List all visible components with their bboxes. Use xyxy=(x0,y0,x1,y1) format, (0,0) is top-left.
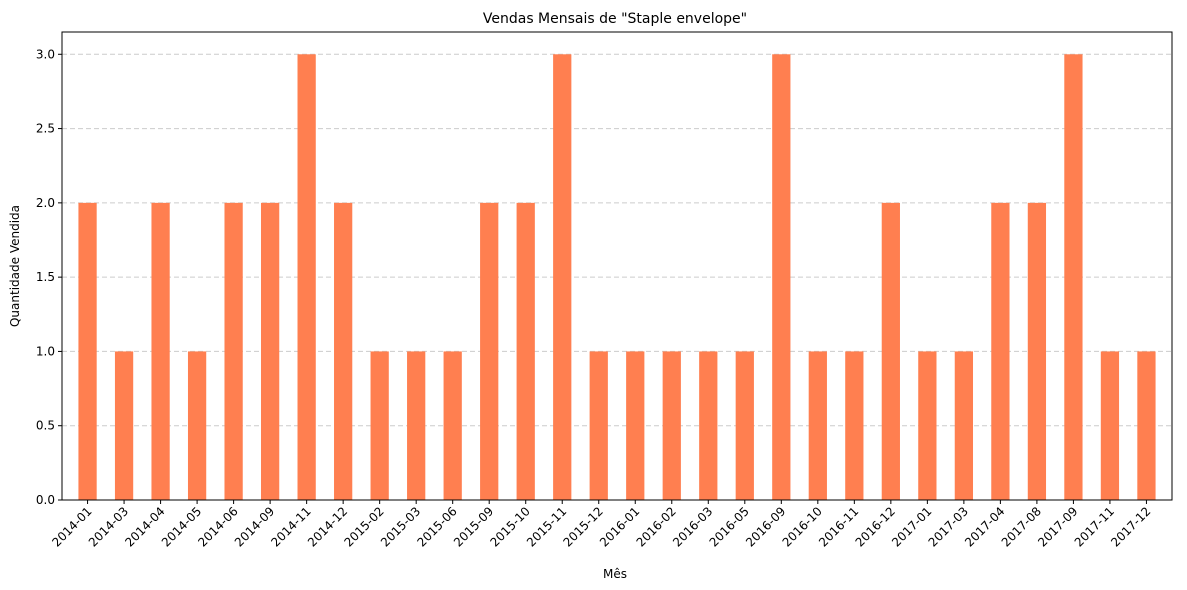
bar-2015-03 xyxy=(407,351,426,500)
y-tick-label: 0.5 xyxy=(36,419,55,433)
x-axis-label: Mês xyxy=(603,567,627,581)
bar-2015-06 xyxy=(443,351,462,500)
bar-2014-01 xyxy=(78,202,97,500)
bar-2017-03 xyxy=(954,351,974,500)
bar-2016-01 xyxy=(626,351,645,500)
bar-2015-10 xyxy=(516,202,535,500)
bar-2016-03 xyxy=(699,351,718,500)
bar-2016-12 xyxy=(881,202,900,500)
bar-2014-09 xyxy=(260,202,280,500)
bar-2017-04 xyxy=(991,202,1010,500)
grid-lines xyxy=(62,53,1172,501)
bar-2017-01 xyxy=(918,351,937,500)
bar-2014-06 xyxy=(224,202,243,500)
bar-2016-05 xyxy=(735,351,754,500)
chart-title: Vendas Mensais de "Staple envelope" xyxy=(483,11,747,27)
bar-2016-11 xyxy=(845,351,864,500)
y-tick-label: 2.0 xyxy=(36,196,55,210)
bar-2014-05 xyxy=(187,351,207,500)
x-tick-label: 2017-12 xyxy=(1108,504,1153,549)
bar-2014-04 xyxy=(151,202,170,500)
y-tick-label: 2.5 xyxy=(36,122,55,136)
y-tick-label: 1.0 xyxy=(36,344,55,358)
y-tick-labels: 0.0 0.5 1.0 1.5 2.0 2.5 3.0 xyxy=(36,47,62,507)
bar-2017-11 xyxy=(1100,351,1120,500)
bar-2016-10 xyxy=(808,351,827,500)
y-tick-label: 3.0 xyxy=(36,47,55,61)
bar-2017-08 xyxy=(1027,202,1047,500)
y-tick-label: 0.0 xyxy=(36,493,55,507)
bar-2014-11 xyxy=(297,54,316,501)
y-tick-label: 1.5 xyxy=(36,270,55,284)
bar-2015-12 xyxy=(589,351,608,500)
bar-2016-02 xyxy=(662,351,681,500)
bar-2015-02 xyxy=(370,351,389,500)
bars xyxy=(78,54,1156,501)
axes xyxy=(61,31,1173,501)
x-tick-labels: 2014-012014-032014-042014-052014-062014-… xyxy=(49,500,1154,550)
bar-2017-09 xyxy=(1064,54,1083,501)
y-axis-label: Quantidade Vendida xyxy=(8,205,22,327)
bar-2014-12 xyxy=(334,202,353,500)
bar-2015-09 xyxy=(480,202,499,500)
bar-2016-09 xyxy=(772,54,791,501)
bar-2015-11 xyxy=(553,54,572,501)
bar-2014-03 xyxy=(114,351,134,500)
plot-frame xyxy=(61,31,1173,501)
bar-2017-12 xyxy=(1137,351,1156,500)
